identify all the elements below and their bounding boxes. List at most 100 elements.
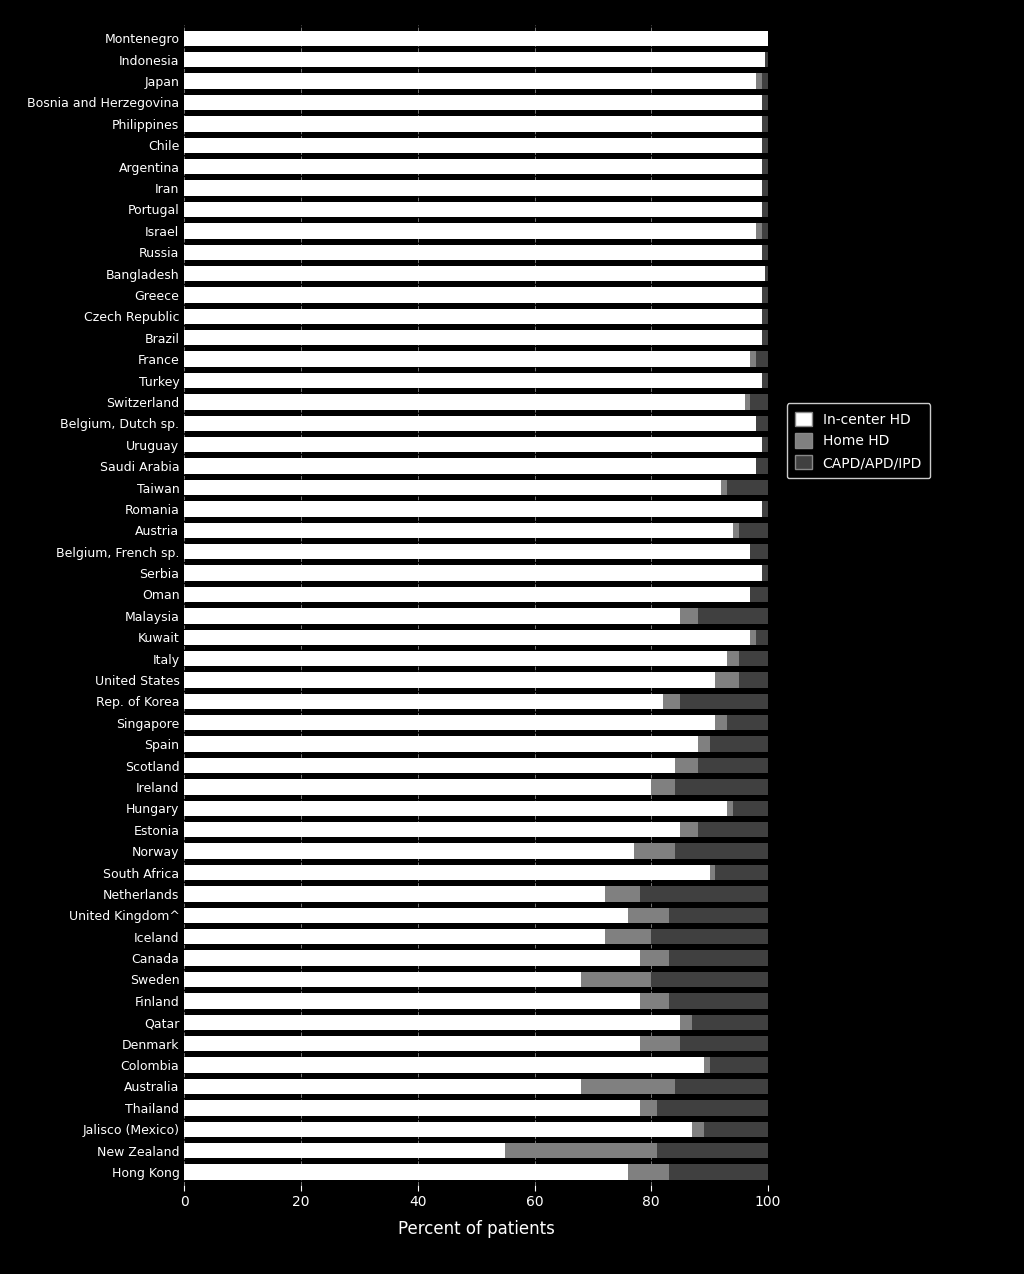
Bar xyxy=(582,1079,675,1094)
Bar xyxy=(762,201,768,217)
Bar xyxy=(751,394,768,410)
Bar xyxy=(184,887,604,902)
Bar xyxy=(762,501,768,516)
Bar xyxy=(762,245,768,260)
Bar xyxy=(651,972,768,987)
Bar xyxy=(762,74,768,89)
Bar xyxy=(184,1101,640,1116)
Bar xyxy=(184,800,727,817)
Bar xyxy=(184,994,640,1009)
Bar xyxy=(757,352,768,367)
Bar xyxy=(681,822,698,837)
Bar xyxy=(762,373,768,389)
Bar xyxy=(506,1143,657,1158)
Bar xyxy=(703,1121,768,1136)
Bar xyxy=(762,181,768,196)
Bar xyxy=(184,736,698,752)
Bar xyxy=(757,415,768,431)
Bar xyxy=(184,758,675,773)
Bar xyxy=(184,1014,681,1029)
Bar xyxy=(582,972,651,987)
Bar xyxy=(184,1057,703,1073)
X-axis label: Percent of patients: Percent of patients xyxy=(397,1220,555,1238)
Bar xyxy=(184,330,762,345)
Bar xyxy=(184,651,727,666)
Bar xyxy=(184,544,751,559)
Bar xyxy=(762,288,768,303)
Bar xyxy=(184,673,716,688)
Bar xyxy=(739,522,768,538)
Bar xyxy=(184,459,757,474)
Bar xyxy=(669,1164,768,1180)
Bar xyxy=(698,822,768,837)
Bar xyxy=(184,929,604,944)
Bar xyxy=(757,74,762,89)
Bar xyxy=(604,887,640,902)
Bar xyxy=(762,138,768,153)
Bar xyxy=(762,116,768,131)
Bar xyxy=(733,522,739,538)
Bar xyxy=(184,1164,628,1180)
Bar xyxy=(184,223,757,238)
Bar xyxy=(727,800,733,817)
Bar xyxy=(184,415,757,431)
Bar xyxy=(681,694,768,710)
Bar xyxy=(184,31,768,46)
Bar xyxy=(184,159,762,175)
Bar xyxy=(651,780,675,795)
Bar xyxy=(184,865,710,880)
Bar xyxy=(765,52,768,68)
Bar xyxy=(604,929,651,944)
Bar xyxy=(640,887,768,902)
Bar xyxy=(184,1121,692,1136)
Bar xyxy=(757,459,768,474)
Bar xyxy=(762,223,768,238)
Bar xyxy=(744,394,751,410)
Bar xyxy=(184,822,681,837)
Bar xyxy=(692,1121,703,1136)
Bar xyxy=(184,373,762,389)
Bar xyxy=(727,480,768,496)
Bar xyxy=(640,1036,681,1051)
Bar xyxy=(184,266,765,282)
Bar xyxy=(184,843,634,859)
Bar xyxy=(739,673,768,688)
Bar xyxy=(657,1143,768,1158)
Bar xyxy=(703,1057,710,1073)
Legend: In-center HD, Home HD, CAPD/APD/IPD: In-center HD, Home HD, CAPD/APD/IPD xyxy=(786,404,931,478)
Bar xyxy=(184,437,762,452)
Bar xyxy=(184,972,582,987)
Bar xyxy=(710,736,768,752)
Bar xyxy=(184,138,762,153)
Bar xyxy=(675,758,698,773)
Bar xyxy=(733,800,768,817)
Bar xyxy=(184,480,721,496)
Bar xyxy=(184,245,762,260)
Bar xyxy=(628,907,669,922)
Bar xyxy=(628,1164,669,1180)
Bar xyxy=(721,480,727,496)
Bar xyxy=(762,330,768,345)
Bar xyxy=(184,1143,506,1158)
Bar xyxy=(681,1036,768,1051)
Bar xyxy=(681,1014,692,1029)
Bar xyxy=(184,780,651,795)
Bar xyxy=(184,201,762,217)
Bar xyxy=(184,566,762,581)
Bar xyxy=(663,694,681,710)
Bar xyxy=(184,587,751,603)
Bar xyxy=(751,629,757,645)
Bar xyxy=(762,308,768,324)
Bar xyxy=(762,94,768,110)
Bar xyxy=(669,994,768,1009)
Bar xyxy=(698,608,768,623)
Bar xyxy=(716,673,739,688)
Bar xyxy=(651,929,768,944)
Bar xyxy=(751,352,757,367)
Bar xyxy=(675,780,768,795)
Bar xyxy=(184,308,762,324)
Bar xyxy=(710,865,716,880)
Bar xyxy=(657,1101,768,1116)
Bar xyxy=(184,629,751,645)
Bar xyxy=(640,994,669,1009)
